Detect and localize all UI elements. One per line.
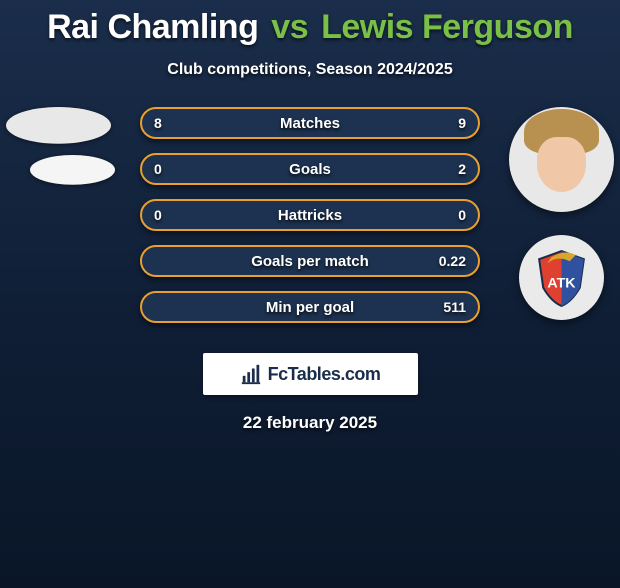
stat-label: Min per goal <box>266 299 354 316</box>
stat-row: 8 Matches 9 <box>140 107 480 139</box>
stat-value-right: 0.22 <box>439 253 466 269</box>
player1-club-logo <box>30 155 115 185</box>
stat-value-right: 511 <box>443 299 466 315</box>
stat-value-right: 0 <box>458 207 466 223</box>
stat-label: Goals per match <box>251 253 369 270</box>
stat-label: Goals <box>289 161 331 178</box>
chart-icon <box>240 363 262 385</box>
player2-club-logo: ATK <box>519 235 604 320</box>
stat-label: Hattricks <box>278 207 342 224</box>
date-text: 22 february 2025 <box>0 413 620 433</box>
stat-value-right: 2 <box>458 161 466 177</box>
stat-value-left: 8 <box>154 115 162 131</box>
player2-avatar <box>509 107 614 212</box>
stat-value-left: 0 <box>154 161 162 177</box>
stat-value-right: 9 <box>458 115 466 131</box>
stat-row: 0 Hattricks 0 <box>140 199 480 231</box>
vs-text: vs <box>271 8 308 46</box>
stat-value-left: 0 <box>154 207 162 223</box>
player1-name: Rai Chamling <box>47 8 258 46</box>
stats-container: 8 Matches 9 0 Goals 2 0 Hattricks 0 Goals per mat… <box>140 107 480 337</box>
stat-row: Goals per match 0.22 <box>140 245 480 277</box>
subtitle: Club competitions, Season 2024/2025 <box>0 61 620 79</box>
stat-label: Matches <box>280 115 340 132</box>
player1-avatar <box>6 107 111 144</box>
brand-text: FcTables.com <box>268 364 381 385</box>
svg-text:ATK: ATK <box>547 276 576 292</box>
stat-row: 0 Goals 2 <box>140 153 480 185</box>
player2-name: Lewis Ferguson <box>321 8 573 46</box>
comparison-title: Rai Chamling vs Lewis Ferguson <box>0 8 620 47</box>
comparison-arena: ATK 8 Matches 9 0 Goals 2 0 Hattricks 0 Goals per… <box>0 107 620 337</box>
stat-row: Min per goal 511 <box>140 291 480 323</box>
brand-badge: FcTables.com <box>203 353 418 395</box>
club-crest-icon: ATK <box>529 245 594 310</box>
